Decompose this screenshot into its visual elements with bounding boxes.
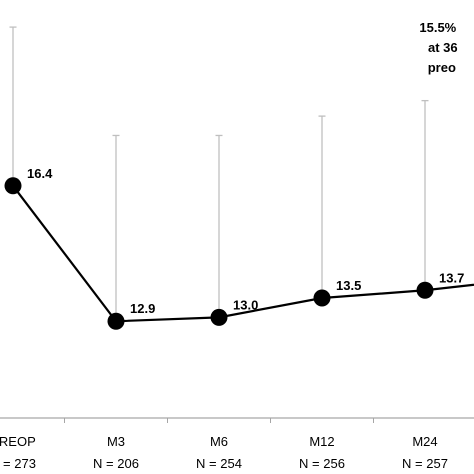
data-point	[107, 312, 125, 330]
annotation-line-2: at 36	[428, 40, 458, 55]
error-bars	[9, 26, 429, 322]
x-axis-tick-label: M24	[412, 434, 437, 449]
annotation: 15.5% at 36 preo	[418, 18, 458, 78]
x-axis-sample-size: N = 273	[0, 456, 36, 471]
data-point	[4, 177, 22, 195]
x-axis-tick-label: M6	[210, 434, 228, 449]
data-points	[4, 177, 434, 330]
x-axis-sample-size: N = 254	[196, 456, 242, 471]
data-labels: 16.4 12.9 13.0 13.5 13.7	[27, 166, 464, 316]
data-label: 16.4	[27, 166, 53, 181]
x-axis-sample-size: N = 257	[402, 456, 448, 471]
x-axis-tick-label: M3	[107, 434, 125, 449]
x-axis-sample-size: N = 256	[299, 456, 345, 471]
data-label: 13.5	[336, 278, 361, 293]
x-axis-ticks	[64, 418, 374, 423]
data-label: 13.0	[233, 297, 258, 312]
annotation-line-1: 15.5%	[419, 20, 457, 35]
annotation-line-3: preo	[427, 60, 456, 75]
data-label: 12.9	[130, 301, 155, 316]
x-axis-tick-label: PREOP	[0, 434, 36, 449]
series-line	[12, 185, 474, 323]
x-axis-sample-size: N = 206	[93, 456, 139, 471]
x-axis-labels: PREOP N = 273 M3 N = 206 M6 N = 254 M12 N = 256…	[0, 434, 448, 471]
data-label: 13.7	[439, 270, 464, 285]
data-point	[210, 308, 228, 326]
data-point	[416, 281, 434, 299]
x-axis-tick-label: M12	[309, 434, 334, 449]
data-point	[313, 289, 331, 307]
